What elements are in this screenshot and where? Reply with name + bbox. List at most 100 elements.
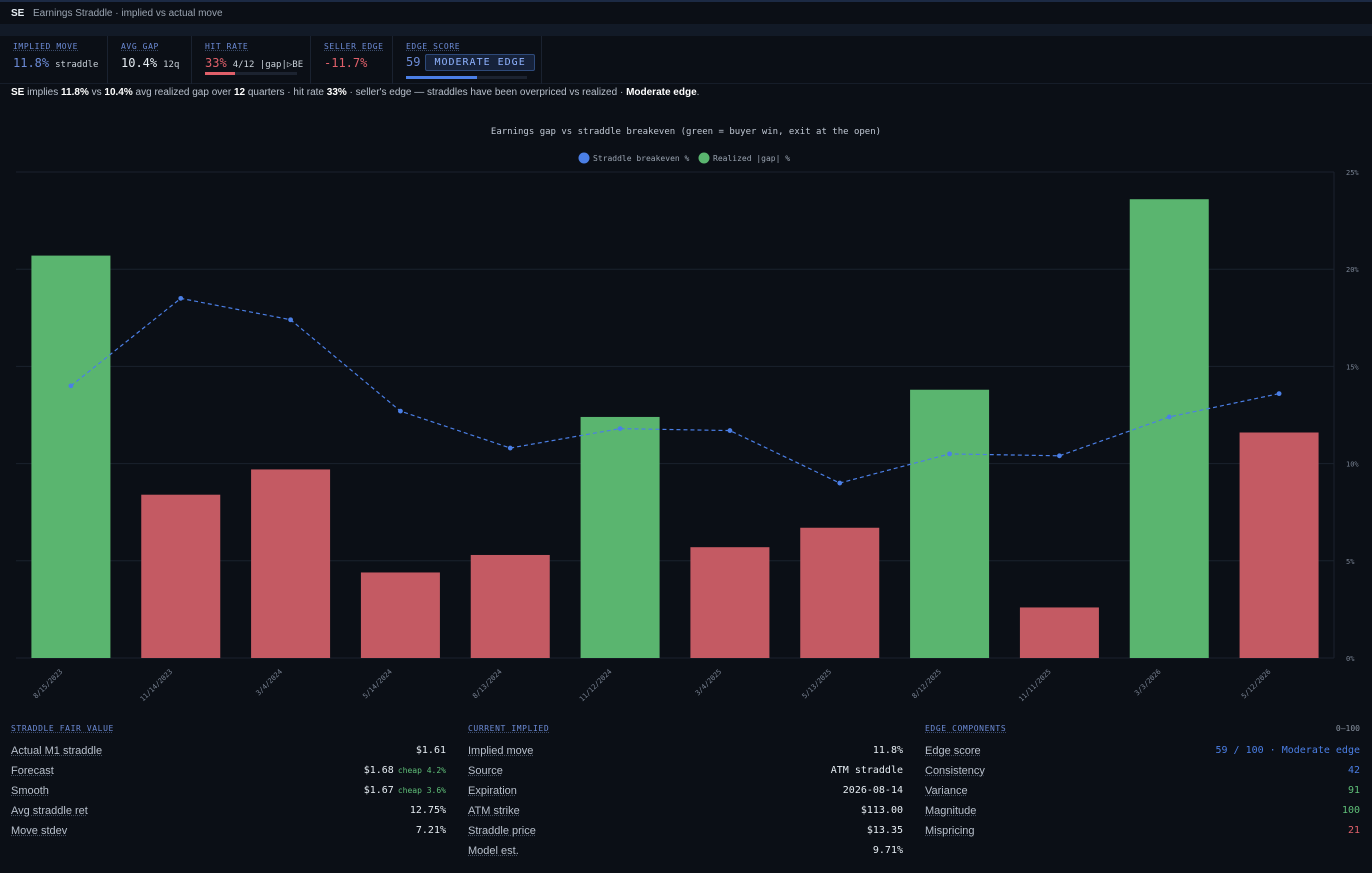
y-tick-label: 5% xyxy=(1346,558,1355,566)
panel-row: Actual M1 straddle $1.61 xyxy=(11,745,446,765)
y-tick-label: 25% xyxy=(1346,169,1359,177)
row-value: 59 / 100 · Moderate edge xyxy=(1215,745,1361,756)
summary-implied: 11.8% xyxy=(61,87,89,98)
bar xyxy=(580,416,660,658)
bar xyxy=(470,554,550,658)
row-value: $1.68 cheap 4.2% xyxy=(363,765,446,776)
x-tick-label: 8/15/2023 xyxy=(32,668,64,700)
panel-row: ATM strike $113.00 xyxy=(468,805,903,825)
metric-edge-score: EDGE SCORE 59 MODERATE EDGE xyxy=(393,36,542,84)
bar xyxy=(360,572,440,658)
bar xyxy=(1239,432,1319,658)
bar xyxy=(1019,607,1099,658)
summary-hit-rate: 33% xyxy=(326,87,347,98)
row-label: Consistency xyxy=(925,765,985,777)
metric-sub: straddle xyxy=(55,60,99,70)
summary-text: · seller's edge — straddles have been ov… xyxy=(346,87,627,98)
metric-value: -11.7% xyxy=(324,56,368,70)
edge-badge: MODERATE EDGE xyxy=(425,54,535,71)
y-tick-label: 10% xyxy=(1346,461,1359,469)
row-value: 9.71% xyxy=(872,845,903,856)
metric-implied-move: IMPLIED MOVE 11.8% straddle xyxy=(0,36,108,84)
row-value: $113.00 xyxy=(860,805,903,816)
summary-line: SE implies 11.8% vs 10.4% avg realized g… xyxy=(11,87,699,98)
panel-row: Mispricing 21 xyxy=(925,825,1360,845)
metric-value: 33% xyxy=(205,56,227,70)
legend-swatch xyxy=(698,152,710,164)
row-value: $1.61 xyxy=(415,745,446,756)
panel-title: STRADDLE FAIR VALUE xyxy=(11,724,114,733)
panel-row: Forecast $1.68 cheap 4.2% xyxy=(11,765,446,785)
metric-value: 10.4% xyxy=(121,56,158,70)
panel-row: Straddle price $13.35 xyxy=(468,825,903,845)
page-title: Earnings Straddle · implied vs actual mo… xyxy=(33,8,223,19)
row-note: cheap 3.6% xyxy=(397,786,446,795)
row-value: 91 xyxy=(1347,785,1360,796)
x-tick-label: 3/4/2025 xyxy=(694,668,723,697)
row-label: Mispricing xyxy=(925,825,975,837)
metric-label: AVG GAP xyxy=(121,42,159,51)
panel-title: EDGE COMPONENTS xyxy=(925,724,1007,733)
ticker-symbol: SE xyxy=(11,8,25,19)
row-label: Smooth xyxy=(11,785,49,797)
bar xyxy=(141,494,221,658)
earnings-gap-chart: Earnings gap vs straddle breakeven (gree… xyxy=(16,127,1359,703)
bar xyxy=(800,527,880,658)
metrics-bar: IMPLIED MOVE 11.8% straddle AVG GAP 10.4%… xyxy=(0,36,1372,84)
x-axis-labels: 8/15/2023 11/14/2023 3/4/2024 5/14/2024 8/13… xyxy=(32,668,1273,703)
row-label: Edge score xyxy=(925,745,981,757)
line-point xyxy=(1276,391,1282,397)
bar xyxy=(690,547,770,658)
line-point xyxy=(507,445,513,451)
row-label: Magnitude xyxy=(925,805,977,817)
line-point xyxy=(178,295,184,301)
line-point xyxy=(288,317,293,323)
row-label: ATM strike xyxy=(468,805,520,817)
summary-quarters: 12 xyxy=(233,87,246,98)
hit-rate-fill xyxy=(205,72,236,75)
x-tick-label: 8/13/2024 xyxy=(471,668,503,700)
line-point xyxy=(398,408,403,414)
top-bar: SE Earnings Straddle · implied vs actual… xyxy=(0,0,1372,24)
metric-avg-gap: AVG GAP 10.4% 12q xyxy=(108,36,192,84)
metric-label: SELLER EDGE xyxy=(324,42,384,51)
row-value: 11.8% xyxy=(872,745,903,756)
panel-row: Expiration 2026-08-14 xyxy=(468,785,903,805)
legend-swatch xyxy=(578,152,590,164)
y-tick-label: 20% xyxy=(1346,266,1359,274)
summary-text: avg realized gap over xyxy=(132,87,234,98)
row-label: Actual M1 straddle xyxy=(11,745,103,757)
summary-ticker: SE xyxy=(11,87,25,98)
x-tick-label: 11/14/2023 xyxy=(139,668,174,703)
summary-text: . xyxy=(696,87,700,98)
edge-score-fill xyxy=(406,76,478,79)
y-tick-label: 0% xyxy=(1346,655,1355,663)
panel-row: Implied move 11.8% xyxy=(468,745,903,765)
legend-label: Realized |gap| % xyxy=(713,154,790,163)
row-label: Forecast xyxy=(11,765,54,777)
line-point xyxy=(1057,453,1062,459)
metric-seller-edge: SELLER EDGE -11.7% xyxy=(311,36,393,84)
metric-value: 59 xyxy=(406,55,421,69)
breakeven-line xyxy=(70,297,1280,484)
x-tick-label: 3/4/2024 xyxy=(254,668,283,697)
row-value: $1.67 cheap 3.6% xyxy=(363,785,446,796)
x-tick-label: 3/3/2026 xyxy=(1133,668,1162,697)
x-tick-label: 5/13/2025 xyxy=(801,668,833,700)
x-tick-label: 5/12/2026 xyxy=(1240,668,1272,700)
metric-label: EDGE SCORE xyxy=(406,42,461,51)
x-tick-label: 5/14/2024 xyxy=(361,668,393,700)
row-value: 2026-08-14 xyxy=(842,785,903,796)
bar-series xyxy=(31,199,1319,659)
bar xyxy=(31,255,111,659)
x-tick-label: 11/11/2025 xyxy=(1017,668,1052,703)
hit-rate-bar xyxy=(205,72,297,75)
y-tick-label: 15% xyxy=(1346,363,1359,371)
panel-row: Smooth $1.67 cheap 3.6% xyxy=(11,785,446,805)
metric-sub: 4/12 |gap|▷BE xyxy=(232,60,304,70)
chart-title: Earnings gap vs straddle breakeven (gree… xyxy=(491,127,881,137)
row-label: Move stdev xyxy=(11,825,68,837)
panel-row: Magnitude 100 xyxy=(925,805,1360,825)
line-point xyxy=(947,451,952,457)
summary-edge: Moderate edge xyxy=(626,87,697,98)
